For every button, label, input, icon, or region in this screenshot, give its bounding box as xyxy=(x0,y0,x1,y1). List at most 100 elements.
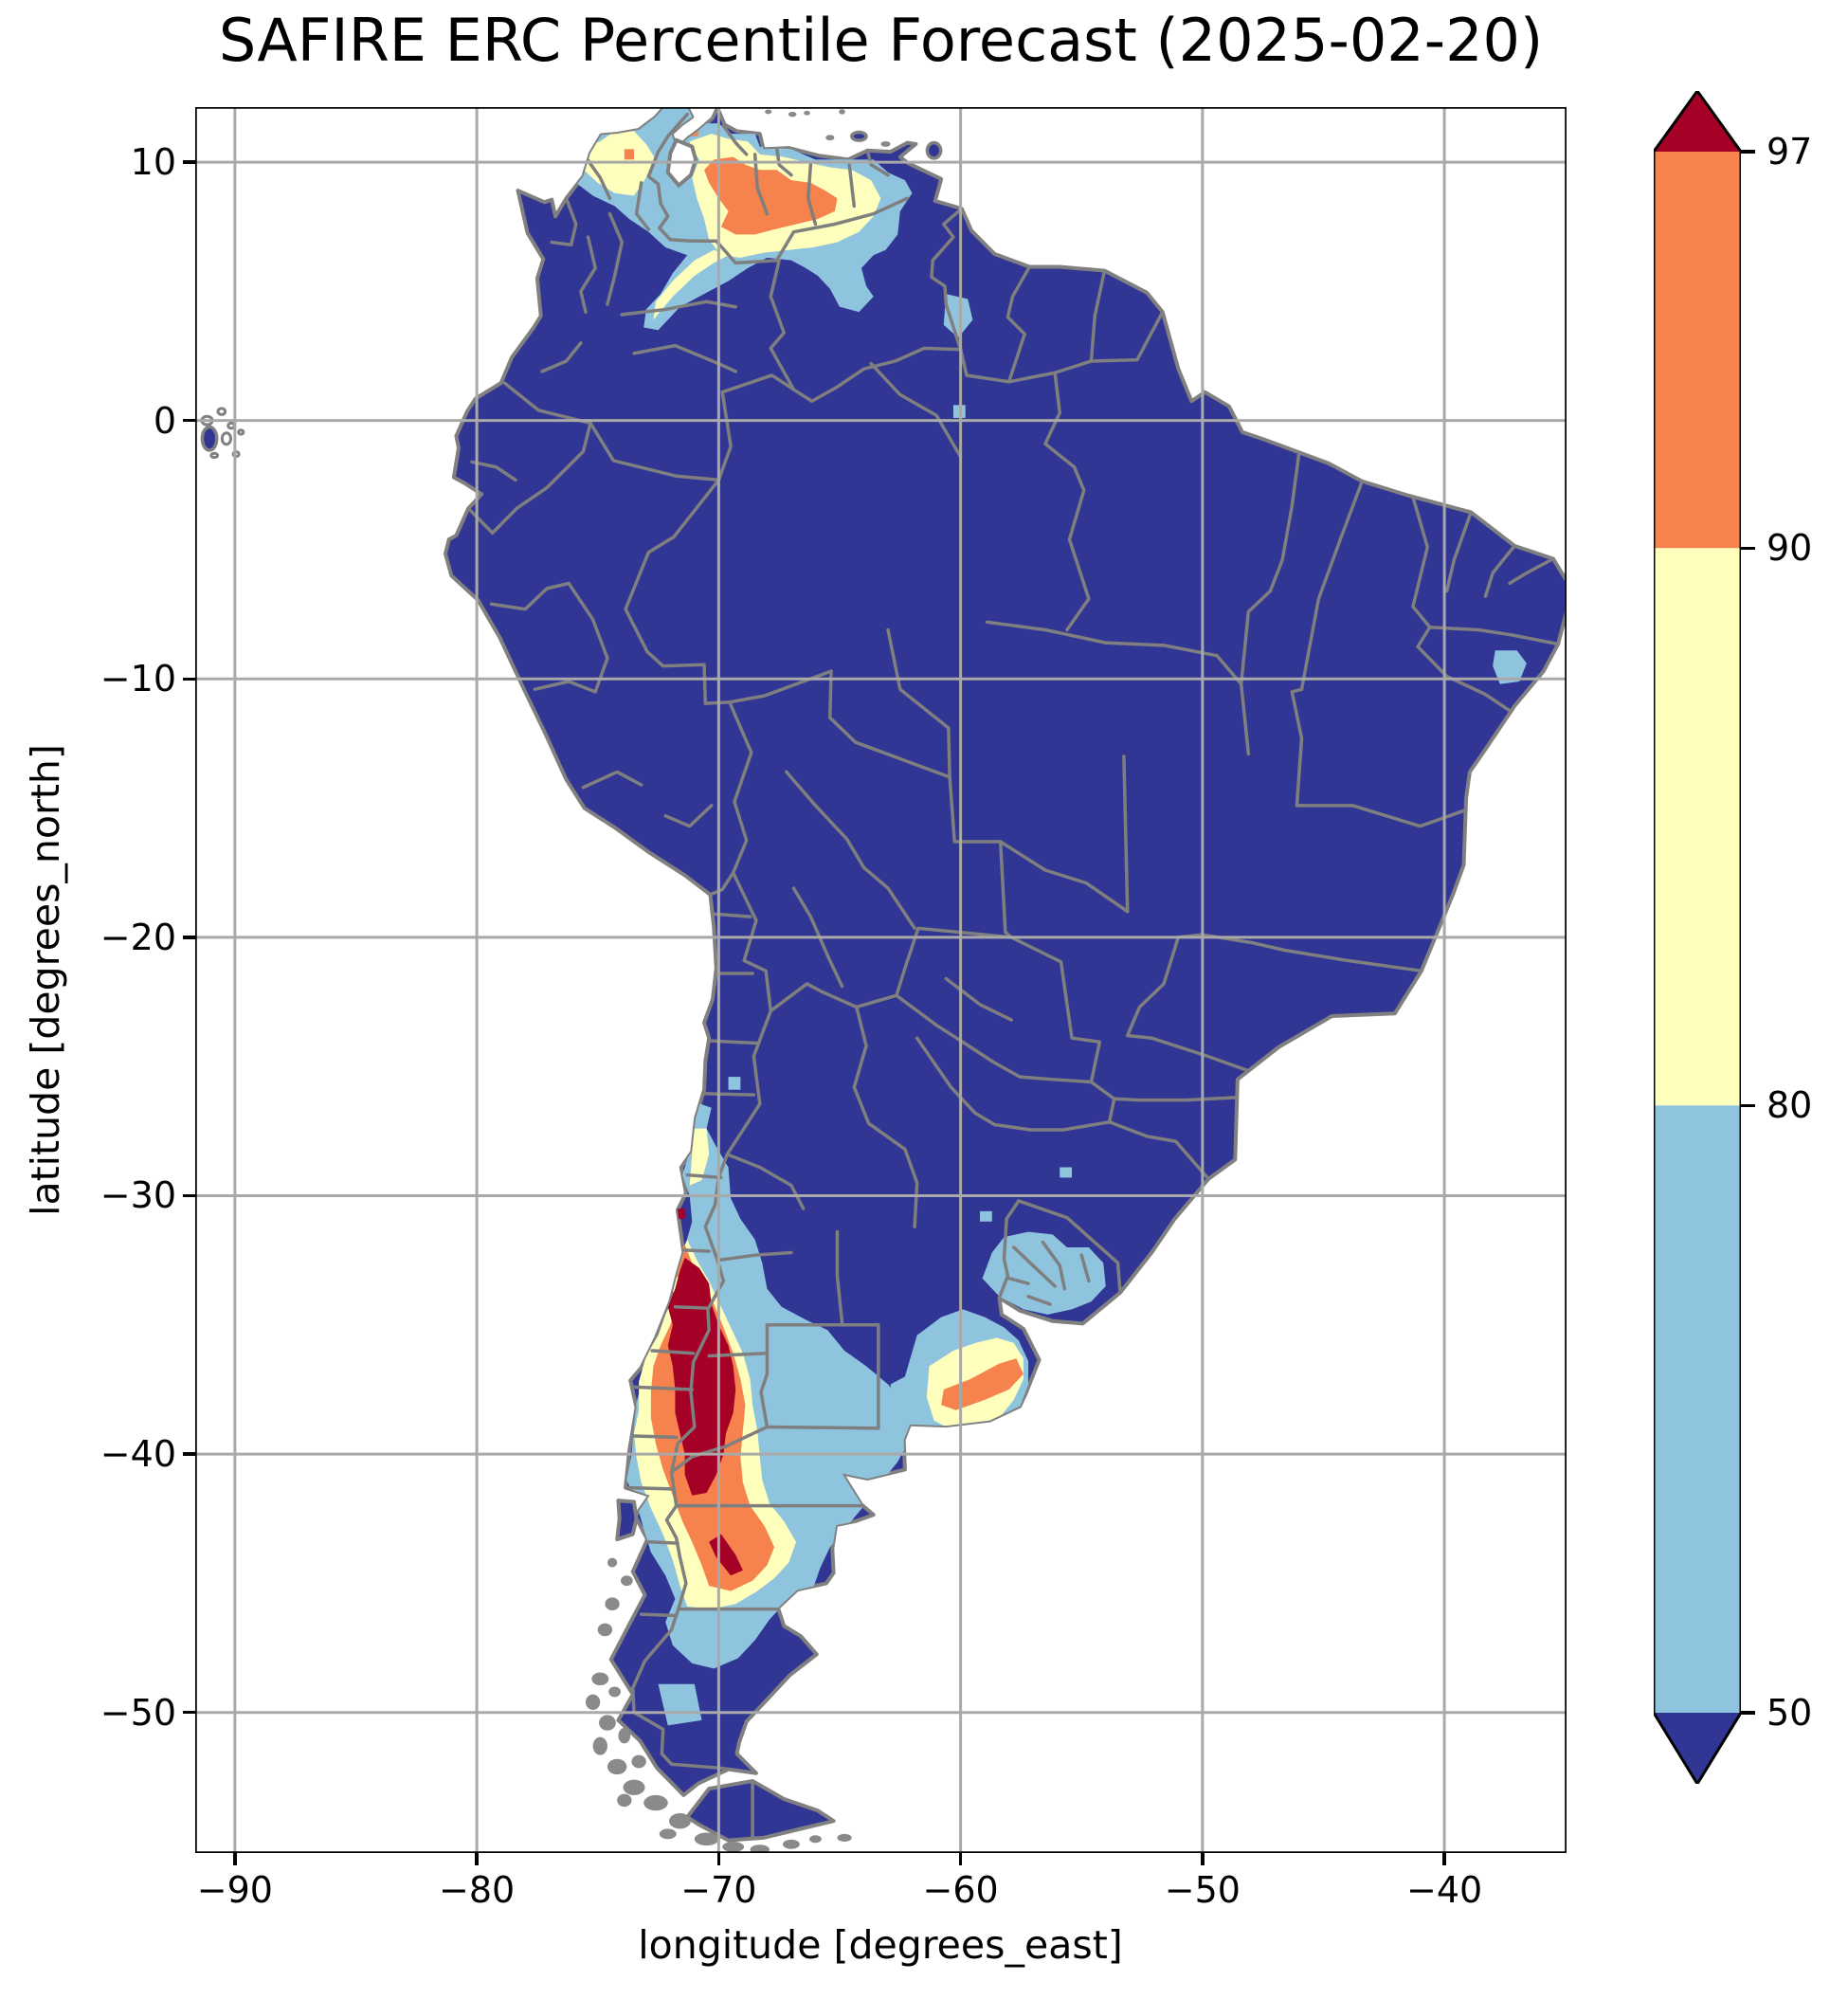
admin-border-line xyxy=(1241,591,1271,754)
x-tick-mark xyxy=(716,1853,721,1865)
hotspot-uruguay-patch xyxy=(982,1231,1106,1315)
admin-border-line xyxy=(717,1252,791,1260)
admin-border-line xyxy=(734,873,771,1011)
hotspot-guyana-patch xyxy=(943,294,973,338)
y-tick-label: −50 xyxy=(100,1691,176,1734)
fjord-islands xyxy=(623,1779,645,1795)
admin-border-line xyxy=(1028,1297,1050,1304)
colorbar-tick-mark xyxy=(1741,150,1755,154)
gridlines xyxy=(195,107,1567,1853)
fjord-islands xyxy=(607,1758,627,1775)
admin-border-line xyxy=(491,583,569,609)
y-tick-label: −20 xyxy=(100,916,176,958)
fjord-islands xyxy=(782,1839,800,1849)
admin-border-line xyxy=(1270,451,1299,591)
admin-border-line xyxy=(542,343,581,372)
admin-border-line xyxy=(590,423,718,480)
hotspot-patagonia-south-patch xyxy=(658,1683,702,1726)
y-tick-mark xyxy=(183,418,195,423)
admin-border-line xyxy=(468,423,590,533)
admin-border-line xyxy=(730,671,1011,937)
admin-border-line xyxy=(652,1351,693,1354)
admin-border-line xyxy=(777,148,791,175)
hotspot-uruguay-cell-1 xyxy=(1060,1167,1073,1178)
admin-border-line xyxy=(932,209,962,350)
island xyxy=(222,433,230,445)
admin-border-line xyxy=(1128,937,1179,1036)
admin-border-line xyxy=(777,198,908,260)
fjord-islands xyxy=(608,1686,621,1698)
x-axis-label: longitude [degrees_east] xyxy=(638,1922,1123,1968)
admin-border-line xyxy=(1019,1201,1120,1293)
admin-border-line xyxy=(586,157,610,199)
admin-border-line xyxy=(787,772,864,867)
x-tick-mark xyxy=(475,1853,479,1865)
fjord-islands xyxy=(837,1833,852,1843)
colorbar-tick-mark xyxy=(1741,1711,1755,1715)
fjord-islands xyxy=(599,1715,616,1731)
x-tick-label: −80 xyxy=(438,1869,516,1911)
fjord-islands xyxy=(750,1845,770,1853)
admin-border-line xyxy=(552,198,576,245)
admin-borders xyxy=(468,115,1558,1838)
y-tick-mark xyxy=(183,1710,195,1715)
admin-border-line xyxy=(994,1082,1114,1130)
admin-border-line xyxy=(642,1614,676,1615)
fjord-islands xyxy=(617,1793,632,1808)
admin-border-line xyxy=(648,115,793,390)
x-tick-label: −50 xyxy=(1164,1869,1241,1911)
admin-border-line xyxy=(854,1087,905,1149)
admin-border-line xyxy=(1447,512,1472,591)
admin-border-line xyxy=(687,1175,721,1178)
admin-border-line xyxy=(1042,1243,1064,1289)
fjord-islands xyxy=(607,1557,618,1568)
admin-border-line xyxy=(1292,689,1301,806)
colorbar-segment xyxy=(1654,152,1741,549)
admin-border-line xyxy=(917,1038,995,1124)
admin-border-line xyxy=(634,1436,677,1437)
admin-border-line xyxy=(888,629,950,776)
fjord-islands xyxy=(809,1835,822,1844)
admin-border-line xyxy=(1110,1122,1209,1179)
island xyxy=(927,143,940,158)
y-tick-mark xyxy=(183,936,195,939)
fjord-islands xyxy=(591,1672,609,1686)
colorbar-tick-mark xyxy=(1741,1103,1755,1108)
admin-border-line xyxy=(1081,1255,1089,1281)
admin-border-line xyxy=(1302,482,1363,689)
admin-border-line xyxy=(1091,271,1104,361)
admin-border-line xyxy=(905,1149,917,1227)
fjord-islands xyxy=(631,1754,646,1769)
admin-border-line xyxy=(1014,1247,1055,1286)
colorbar-segment xyxy=(1654,548,1741,1106)
chart-title: SAFIRE ERC Percentile Forecast (2025-02-… xyxy=(218,6,1544,75)
admin-border-line xyxy=(1001,842,1128,912)
x-tick-mark xyxy=(1201,1853,1205,1865)
admin-border-line xyxy=(704,1094,753,1095)
admin-border-line xyxy=(569,583,607,691)
colorbar xyxy=(1654,91,1741,1784)
admin-border-line xyxy=(1418,646,1509,710)
admin-border-line xyxy=(581,237,595,312)
island xyxy=(766,110,771,114)
admin-border-line xyxy=(987,622,1241,683)
admin-border-line xyxy=(755,154,768,214)
x-tick-label: −70 xyxy=(680,1869,757,1911)
admin-border-line xyxy=(854,1007,866,1087)
x-tick-mark xyxy=(233,1853,237,1865)
admin-border-line xyxy=(999,1201,1018,1298)
admin-border-line xyxy=(716,914,751,917)
fjord-islands xyxy=(618,1728,631,1744)
fjord-islands xyxy=(694,1832,719,1846)
admin-border-line xyxy=(808,165,816,225)
admin-border-line xyxy=(1128,1035,1251,1071)
island xyxy=(218,409,226,415)
fjord-islands xyxy=(620,1575,633,1587)
x-tick-mark xyxy=(958,1853,963,1865)
island xyxy=(826,136,834,140)
admin-border-line xyxy=(849,165,854,207)
admin-border-line xyxy=(648,1542,678,1543)
admin-border-line xyxy=(1114,1098,1237,1100)
admin-border-line xyxy=(730,702,752,873)
island xyxy=(228,423,235,427)
